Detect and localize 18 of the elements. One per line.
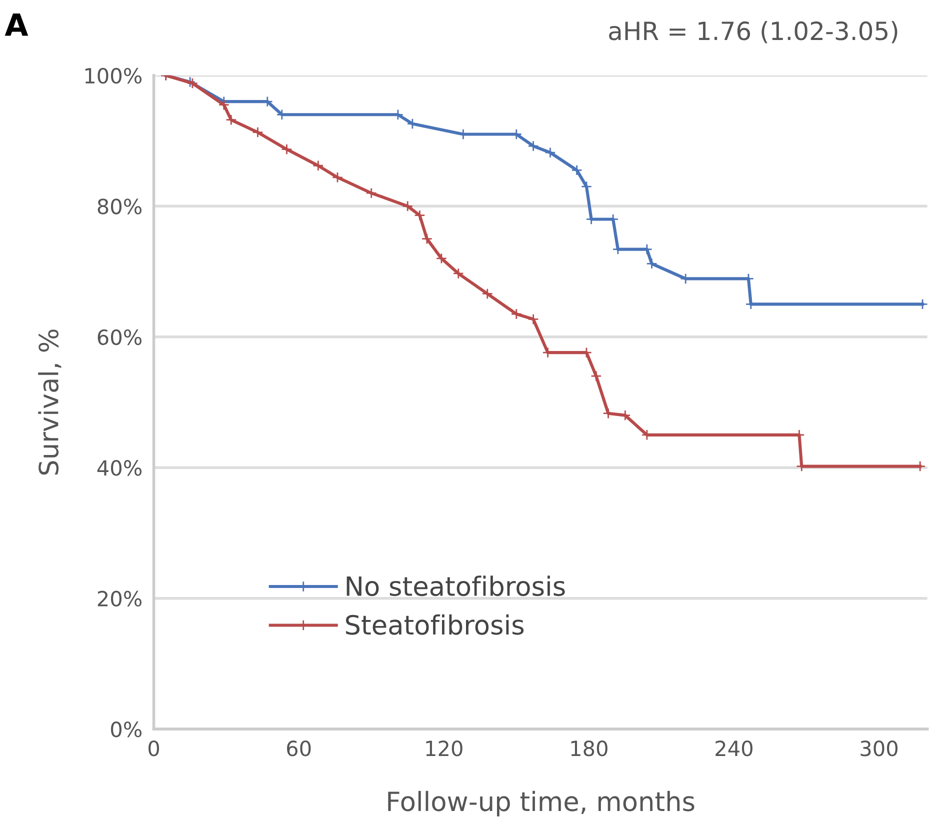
- y-tick-label: 60%: [98, 329, 142, 346]
- legend-label: No steatofibrosis: [346, 576, 565, 596]
- y-tick-label: 0%: [110, 722, 142, 738]
- y-axis-title: Survival, %: [38, 330, 62, 475]
- y-tick-label: 20%: [98, 590, 142, 607]
- y-tick-label: 80%: [98, 198, 142, 214]
- x-tick-label: 60: [287, 740, 311, 756]
- x-tick-label: 120: [426, 740, 462, 756]
- x-tick-label: 180: [571, 740, 608, 756]
- x-tick-label: 0: [148, 740, 160, 756]
- text: aHR = 1.76 (1.02-3.05): [609, 20, 898, 44]
- legend-label: Steatofibrosis: [346, 614, 524, 635]
- x-tick-label: 300: [860, 740, 898, 756]
- text: A: [4, 14, 28, 36]
- x-tick-label: 240: [716, 740, 752, 756]
- y-tick-label: 40%: [97, 460, 142, 476]
- x-axis-title: Follow-up time, months: [388, 790, 694, 816]
- y-tick-label: 100%: [85, 68, 142, 84]
